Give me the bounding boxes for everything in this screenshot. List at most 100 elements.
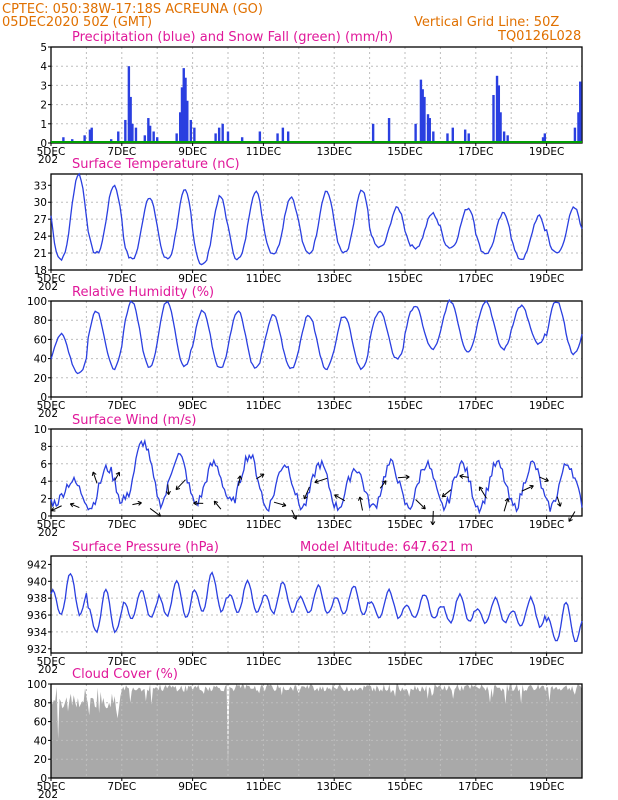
x-tick-label: 13DEC <box>316 273 351 285</box>
x-tick-label: 19DEC <box>529 781 564 793</box>
wind-arrow <box>213 500 222 510</box>
precip-bar <box>463 129 467 143</box>
precip-bar <box>189 119 193 143</box>
wind-arrow-head <box>357 496 363 501</box>
humidity-title: Relative Humidity (%) <box>72 285 214 300</box>
wind-arrow <box>149 508 161 517</box>
precipitation-title: Precipitation (blue) and Snow Fall (gree… <box>72 30 393 45</box>
wind-arrow <box>503 498 509 512</box>
x-year-stub: 202 <box>38 281 58 293</box>
precip-bar <box>573 127 577 143</box>
wind-arrow-head <box>314 479 319 484</box>
pressure-title: Surface Pressure (hPa) <box>72 540 219 555</box>
y-tick-label: 934 <box>27 627 47 639</box>
wind-arrow <box>273 501 287 507</box>
wind-arrow-head <box>544 477 549 482</box>
x-tick-label: 5DEC <box>37 781 66 793</box>
x-tick-label: 9DEC <box>178 273 207 285</box>
x-tick-label: 9DEC <box>178 656 207 668</box>
y-tick-label: 21 <box>34 248 47 260</box>
x-tick-label: 5DEC <box>37 519 66 531</box>
wind-arrow-head <box>69 502 75 508</box>
x-tick-label: 13DEC <box>316 146 351 158</box>
panel-frame <box>50 683 583 779</box>
wind-arrow <box>415 499 426 510</box>
temperature-line <box>50 172 583 266</box>
precip-bar <box>179 112 182 143</box>
x-tick-label: 11DEC <box>246 781 281 793</box>
wind-arrow-head <box>237 475 243 480</box>
precip-bar <box>258 131 262 143</box>
x-tick-label: 15DEC <box>387 400 422 412</box>
y-tick-label: 936 <box>27 610 47 622</box>
precip-bar <box>371 123 375 143</box>
precip-bar <box>217 127 221 143</box>
precip-bar <box>502 131 506 143</box>
precip-bar <box>184 77 187 143</box>
wind-arrow <box>238 475 241 486</box>
precip-bar <box>175 133 178 143</box>
x-tick-label: 17DEC <box>458 519 493 531</box>
x-tick-label: 5DEC <box>37 656 66 668</box>
x-tick-label: 19DEC <box>529 519 564 531</box>
wind-line <box>50 438 583 515</box>
precip-bar <box>421 89 424 143</box>
x-tick-label: 9DEC <box>178 781 207 793</box>
x-tick-label: 19DEC <box>529 273 564 285</box>
wind-arrow-head <box>156 512 162 517</box>
y-tick-label: 40 <box>34 735 47 747</box>
x-tick-label: 9DEC <box>178 400 207 412</box>
precip-bar <box>134 127 138 143</box>
precip-bar <box>62 137 65 143</box>
y-tick-label: 940 <box>27 576 47 588</box>
wind-arrow-head <box>430 521 436 526</box>
x-tick-label: 11DEC <box>246 400 281 412</box>
precip-bar <box>281 127 285 143</box>
wind-arrow <box>359 496 364 511</box>
wind-arrow <box>432 510 434 525</box>
cloud-cover-area <box>51 684 582 778</box>
wind-arrow-head <box>382 480 387 485</box>
x-tick-label: 17DEC <box>458 273 493 285</box>
precip-bar <box>148 125 152 143</box>
x-tick-label: 13DEC <box>316 400 351 412</box>
precip-bar <box>221 123 224 143</box>
precip-bar <box>214 133 217 143</box>
y-tick-label: 30 <box>34 197 47 209</box>
x-tick-label: 13DEC <box>316 781 351 793</box>
y-tick-label: 100 <box>27 679 47 691</box>
wind-arrow <box>334 494 346 502</box>
x-tick-label: 13DEC <box>316 656 351 668</box>
wind-arrow <box>114 471 120 481</box>
x-tick-label: 5DEC <box>37 400 66 412</box>
y-tick-label: 4 <box>40 476 47 488</box>
precip-bar <box>432 131 435 143</box>
wind-arrow-head <box>137 500 142 506</box>
x-tick-label: 19DEC <box>529 146 564 158</box>
y-tick-label: 5 <box>40 42 47 54</box>
x-tick-label: 13DEC <box>316 519 351 531</box>
wind-arrow-head <box>568 517 573 522</box>
precip-bar <box>387 118 391 143</box>
wind-arrow-head <box>421 504 426 510</box>
precip-bar <box>492 95 495 143</box>
wind-arrow-head <box>51 507 56 512</box>
model-altitude-note: Model Altitude: 647.621 m <box>300 540 473 555</box>
precip-bar <box>495 75 499 143</box>
wind-arrow <box>478 486 487 499</box>
precip-bar <box>414 123 417 143</box>
y-tick-label: 80 <box>34 315 47 327</box>
y-tick-label: 942 <box>27 559 47 571</box>
y-tick-label: 20 <box>34 373 47 385</box>
wind-arrow-head <box>281 502 287 508</box>
precip-bar <box>129 96 132 143</box>
wind-arrow <box>92 471 98 484</box>
precip-bar <box>152 131 155 143</box>
cloud-cover-panel: Cloud Cover (%) 0 20 40 60 80 100 5DEC 7DEC 9DEC… <box>27 667 583 800</box>
header-station: CPTEC: 050:38W-17:18S ACREUNA (GO) <box>2 2 263 17</box>
precip-bar <box>428 118 431 143</box>
temperature-title: Surface Temperature (nC) <box>72 157 240 172</box>
precipitation-panel: Precipitation (blue) and Snow Fall (gree… <box>37 30 583 166</box>
precip-bar <box>497 85 501 143</box>
